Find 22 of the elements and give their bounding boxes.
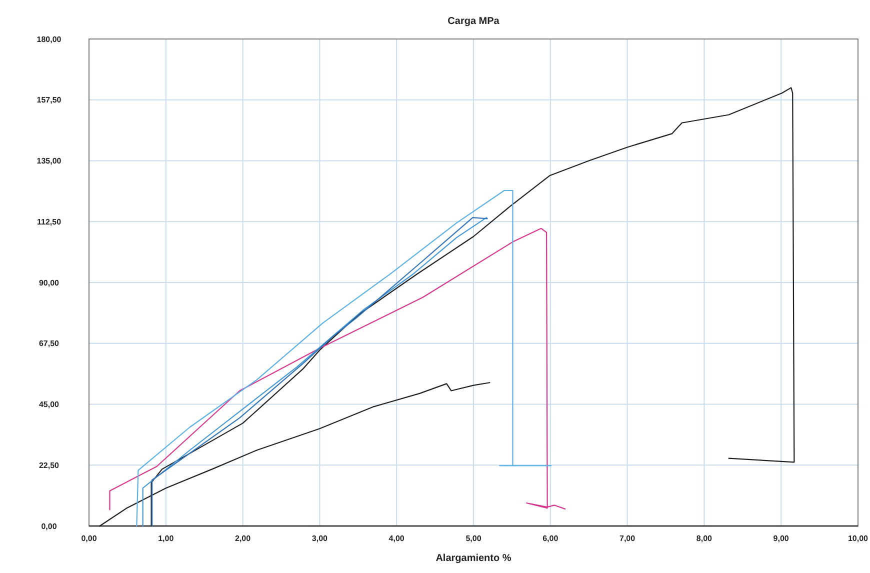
y-tick-label: 67,50 <box>38 339 60 348</box>
y-tick-label: 135,00 <box>36 156 62 166</box>
x-tick-label: 2,00 <box>235 534 252 543</box>
x-tick-label: 5,00 <box>466 534 482 543</box>
y-tick-label: 157,50 <box>36 96 62 105</box>
x-tick-label: 1,00 <box>158 534 174 543</box>
x-tick-label: 0,00 <box>81 534 98 543</box>
y-tick-label: 0,00 <box>41 522 58 531</box>
y-tick-label: 90,00 <box>38 278 60 288</box>
x-tick-label: 9,00 <box>773 534 790 543</box>
chart-title: Carga MPa <box>448 16 500 27</box>
x-tick-label: 10,00 <box>848 534 869 543</box>
y-tick-label: 180,00 <box>36 34 62 44</box>
x-tick-label: 3,00 <box>312 534 328 543</box>
y-tick-label: 22,50 <box>38 460 60 470</box>
x-tick-label: 6,00 <box>542 534 559 543</box>
x-tick-label: 8,00 <box>696 534 713 543</box>
y-tick-label: 45,00 <box>38 400 60 410</box>
x-tick-label: 7,00 <box>620 534 636 543</box>
x-tick-label: 4,00 <box>388 534 405 543</box>
x-axis-title: Alargamiento % <box>436 553 512 564</box>
y-tick-label: 112,50 <box>36 217 62 226</box>
